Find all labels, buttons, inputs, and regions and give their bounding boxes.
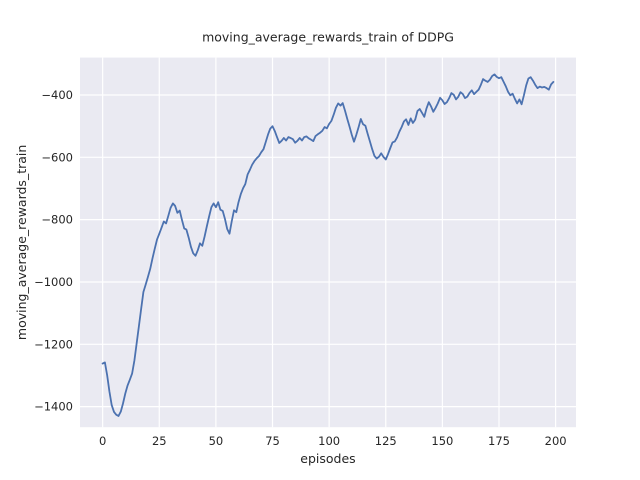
x-tick-label: 150	[431, 434, 453, 448]
x-tick-label: 50	[209, 434, 224, 448]
x-tick-label: 25	[152, 434, 167, 448]
y-tick-label: −400	[41, 88, 73, 102]
y-tick-label: −600	[41, 150, 73, 164]
x-tick-label: 100	[318, 434, 340, 448]
axes-panel	[80, 57, 576, 428]
y-axis-label: moving_average_rewards_train	[14, 145, 29, 340]
y-tick-label: −1000	[34, 275, 73, 289]
x-tick-label: 175	[488, 434, 510, 448]
y-tick-label: −1200	[34, 337, 73, 351]
reward-series-line	[101, 73, 555, 417]
x-tick-label: 200	[545, 434, 567, 448]
x-tick-label: 75	[265, 434, 280, 448]
y-tick-label: −800	[41, 213, 73, 227]
y-tick-label: −1400	[34, 400, 73, 414]
x-tick-label: 125	[375, 434, 397, 448]
x-tick-label: 0	[99, 434, 106, 448]
chart-title: moving_average_rewards_train of DDPG	[202, 30, 454, 45]
x-axis-label: episodes	[300, 451, 355, 466]
